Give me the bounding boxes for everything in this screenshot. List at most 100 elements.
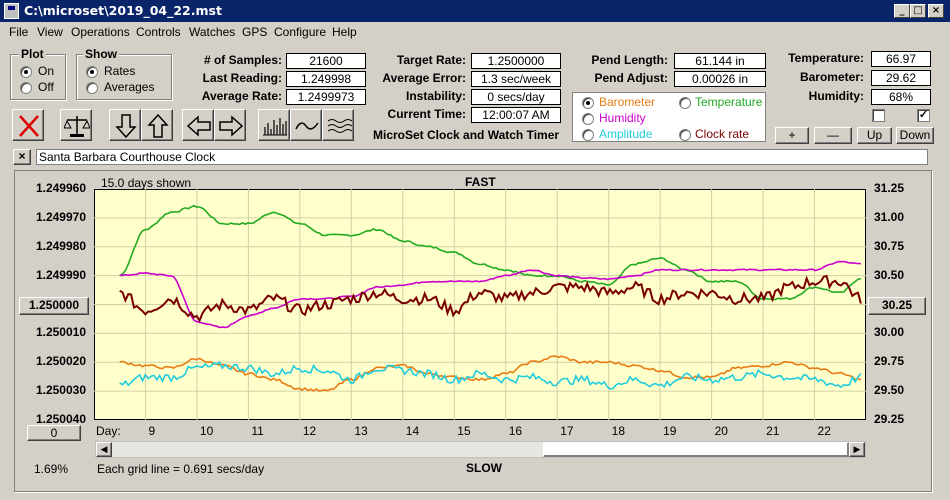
arrow-down-button[interactable]: [109, 109, 141, 141]
maximize-button[interactable]: □: [910, 4, 926, 18]
close-button[interactable]: ×: [928, 4, 944, 18]
chart-plot[interactable]: [94, 189, 866, 420]
scroll-left-button[interactable]: ◀: [96, 442, 112, 457]
temperature-option[interactable]: Temperature: [695, 95, 763, 109]
arrow-left-icon: [186, 115, 211, 137]
barometer-option[interactable]: Barometer: [599, 95, 656, 109]
right-tick-label: 29.25: [874, 412, 905, 426]
show-averages-label: Averages: [104, 80, 155, 94]
menu-configure[interactable]: Configure: [274, 25, 327, 39]
menu-watches[interactable]: Watches: [189, 25, 236, 39]
clock-rate-radio[interactable]: [679, 129, 691, 141]
checkbox-right[interactable]: ✓: [917, 109, 930, 122]
right-tick-label: 31.25: [874, 181, 905, 195]
reject-button[interactable]: [12, 109, 44, 141]
reference-rate-button[interactable]: 1.250000: [19, 297, 89, 315]
show-rates-label: Rates: [104, 64, 136, 78]
temperature-radio[interactable]: [679, 97, 691, 109]
average-rate-label: Average Rate:: [201, 89, 282, 103]
instability-field: 0 secs/day: [471, 89, 561, 105]
show-averages-radio[interactable]: [86, 82, 98, 94]
scroll-right-button[interactable]: ▶: [849, 442, 865, 457]
day-tick-label: 21: [766, 424, 780, 438]
balance-button[interactable]: [60, 109, 92, 141]
checkbox-left[interactable]: [872, 109, 885, 122]
day-tick-label: 12: [302, 424, 317, 438]
reference-right-button[interactable]: 30.25: [868, 297, 926, 315]
bar-plot-icon: [263, 118, 287, 136]
day-tick-label: 18: [611, 424, 626, 438]
reject-icon: [19, 115, 39, 137]
amplitude-radio[interactable]: [582, 129, 594, 141]
plot-on-label: On: [38, 64, 55, 78]
plot-off-radio[interactable]: [20, 82, 32, 94]
right-tick-label: 29.50: [874, 383, 905, 398]
right-tick-label: 30.00: [874, 325, 905, 340]
offset-button[interactable]: 0: [27, 425, 81, 441]
left-tick-label: 1.249960: [35, 181, 86, 195]
series-humidity: [119, 260, 861, 329]
menu-controls[interactable]: Controls: [136, 25, 181, 39]
day-tick-label: 16: [508, 424, 523, 438]
series-clock-rate: [119, 274, 862, 323]
pend-length-label: Pend Length:: [591, 53, 668, 67]
arrow-left-button[interactable]: [182, 109, 214, 141]
clear-clock-name-button[interactable]: ×: [13, 149, 31, 165]
temperature-field: 66.97: [871, 51, 931, 67]
chart-frame: [14, 170, 932, 492]
show-group: Show Rates Averages: [76, 47, 172, 100]
bar-plot-button[interactable]: [258, 109, 290, 141]
menu-file[interactable]: File: [9, 25, 29, 39]
app-icon: [4, 3, 19, 19]
waves-plot-button[interactable]: [322, 109, 354, 141]
menu-bar: File View Operations Controls Watches GP…: [0, 22, 950, 42]
menu-help[interactable]: Help: [332, 25, 357, 39]
arrow-right-button[interactable]: [214, 109, 246, 141]
right-tick-label: 29.75: [874, 354, 905, 369]
waves-plot-icon: [327, 119, 352, 133]
day-tick-label: 11: [251, 424, 264, 438]
pend-adjust-label: Pend Adjust:: [594, 71, 668, 85]
app-caption: MicroSet Clock and Watch Timer: [373, 128, 560, 142]
amplitude-option[interactable]: Amplitude: [599, 127, 653, 141]
clock-rate-option[interactable]: Clock rate: [695, 127, 750, 141]
left-tick-label: 1.249970: [35, 209, 86, 224]
humidity-radio[interactable]: [582, 113, 594, 125]
barometer-radio[interactable]: [582, 97, 594, 109]
balance-icon: [64, 116, 90, 137]
barometer-label: Barometer:: [799, 70, 864, 84]
menu-operations[interactable]: Operations: [71, 25, 130, 39]
minus-button[interactable]: —: [814, 127, 852, 144]
menu-gps[interactable]: GPS: [242, 25, 268, 39]
pend-adjust-field: 0.00026 in: [674, 71, 766, 87]
average-error-label: Average Error:: [382, 71, 466, 85]
series-amplitude: [119, 360, 862, 390]
day-tick-label: 20: [714, 424, 728, 438]
right-tick-label: 31.00: [874, 209, 905, 224]
instability-label: Instability:: [405, 89, 466, 103]
percent-label: 1.69%: [34, 462, 69, 476]
wave-plot-button[interactable]: [290, 109, 322, 141]
day-prefix-label: Day:: [96, 424, 121, 438]
plot-group: Plot On Off: [10, 47, 66, 100]
plot-on-radio[interactable]: [20, 66, 32, 78]
plus-button[interactable]: +: [775, 127, 809, 144]
horizontal-scrollbar[interactable]: ◀ ▶: [95, 441, 866, 458]
left-tick-label: 1.250020: [35, 354, 86, 369]
average-error-field: 1.3 sec/week: [471, 71, 561, 87]
show-rates-radio[interactable]: [86, 66, 98, 78]
down-button[interactable]: Down: [896, 127, 934, 144]
temperature-label: Temperature:: [788, 51, 864, 65]
arrow-up-button[interactable]: [141, 109, 173, 141]
clock-name-field[interactable]: Santa Barbara Courthouse Clock: [36, 149, 928, 165]
scroll-thumb[interactable]: [543, 442, 849, 457]
right-tick-label: 30.50: [874, 267, 905, 282]
minimize-button[interactable]: _: [894, 4, 910, 18]
day-tick-label: 10: [199, 424, 214, 438]
current-time-label: Current Time:: [387, 107, 466, 121]
up-button[interactable]: Up: [857, 127, 892, 144]
arrow-down-icon: [115, 114, 137, 139]
humidity-option[interactable]: Humidity: [599, 111, 646, 125]
menu-view[interactable]: View: [37, 25, 63, 39]
last-reading-field: 1.249998: [286, 71, 366, 87]
